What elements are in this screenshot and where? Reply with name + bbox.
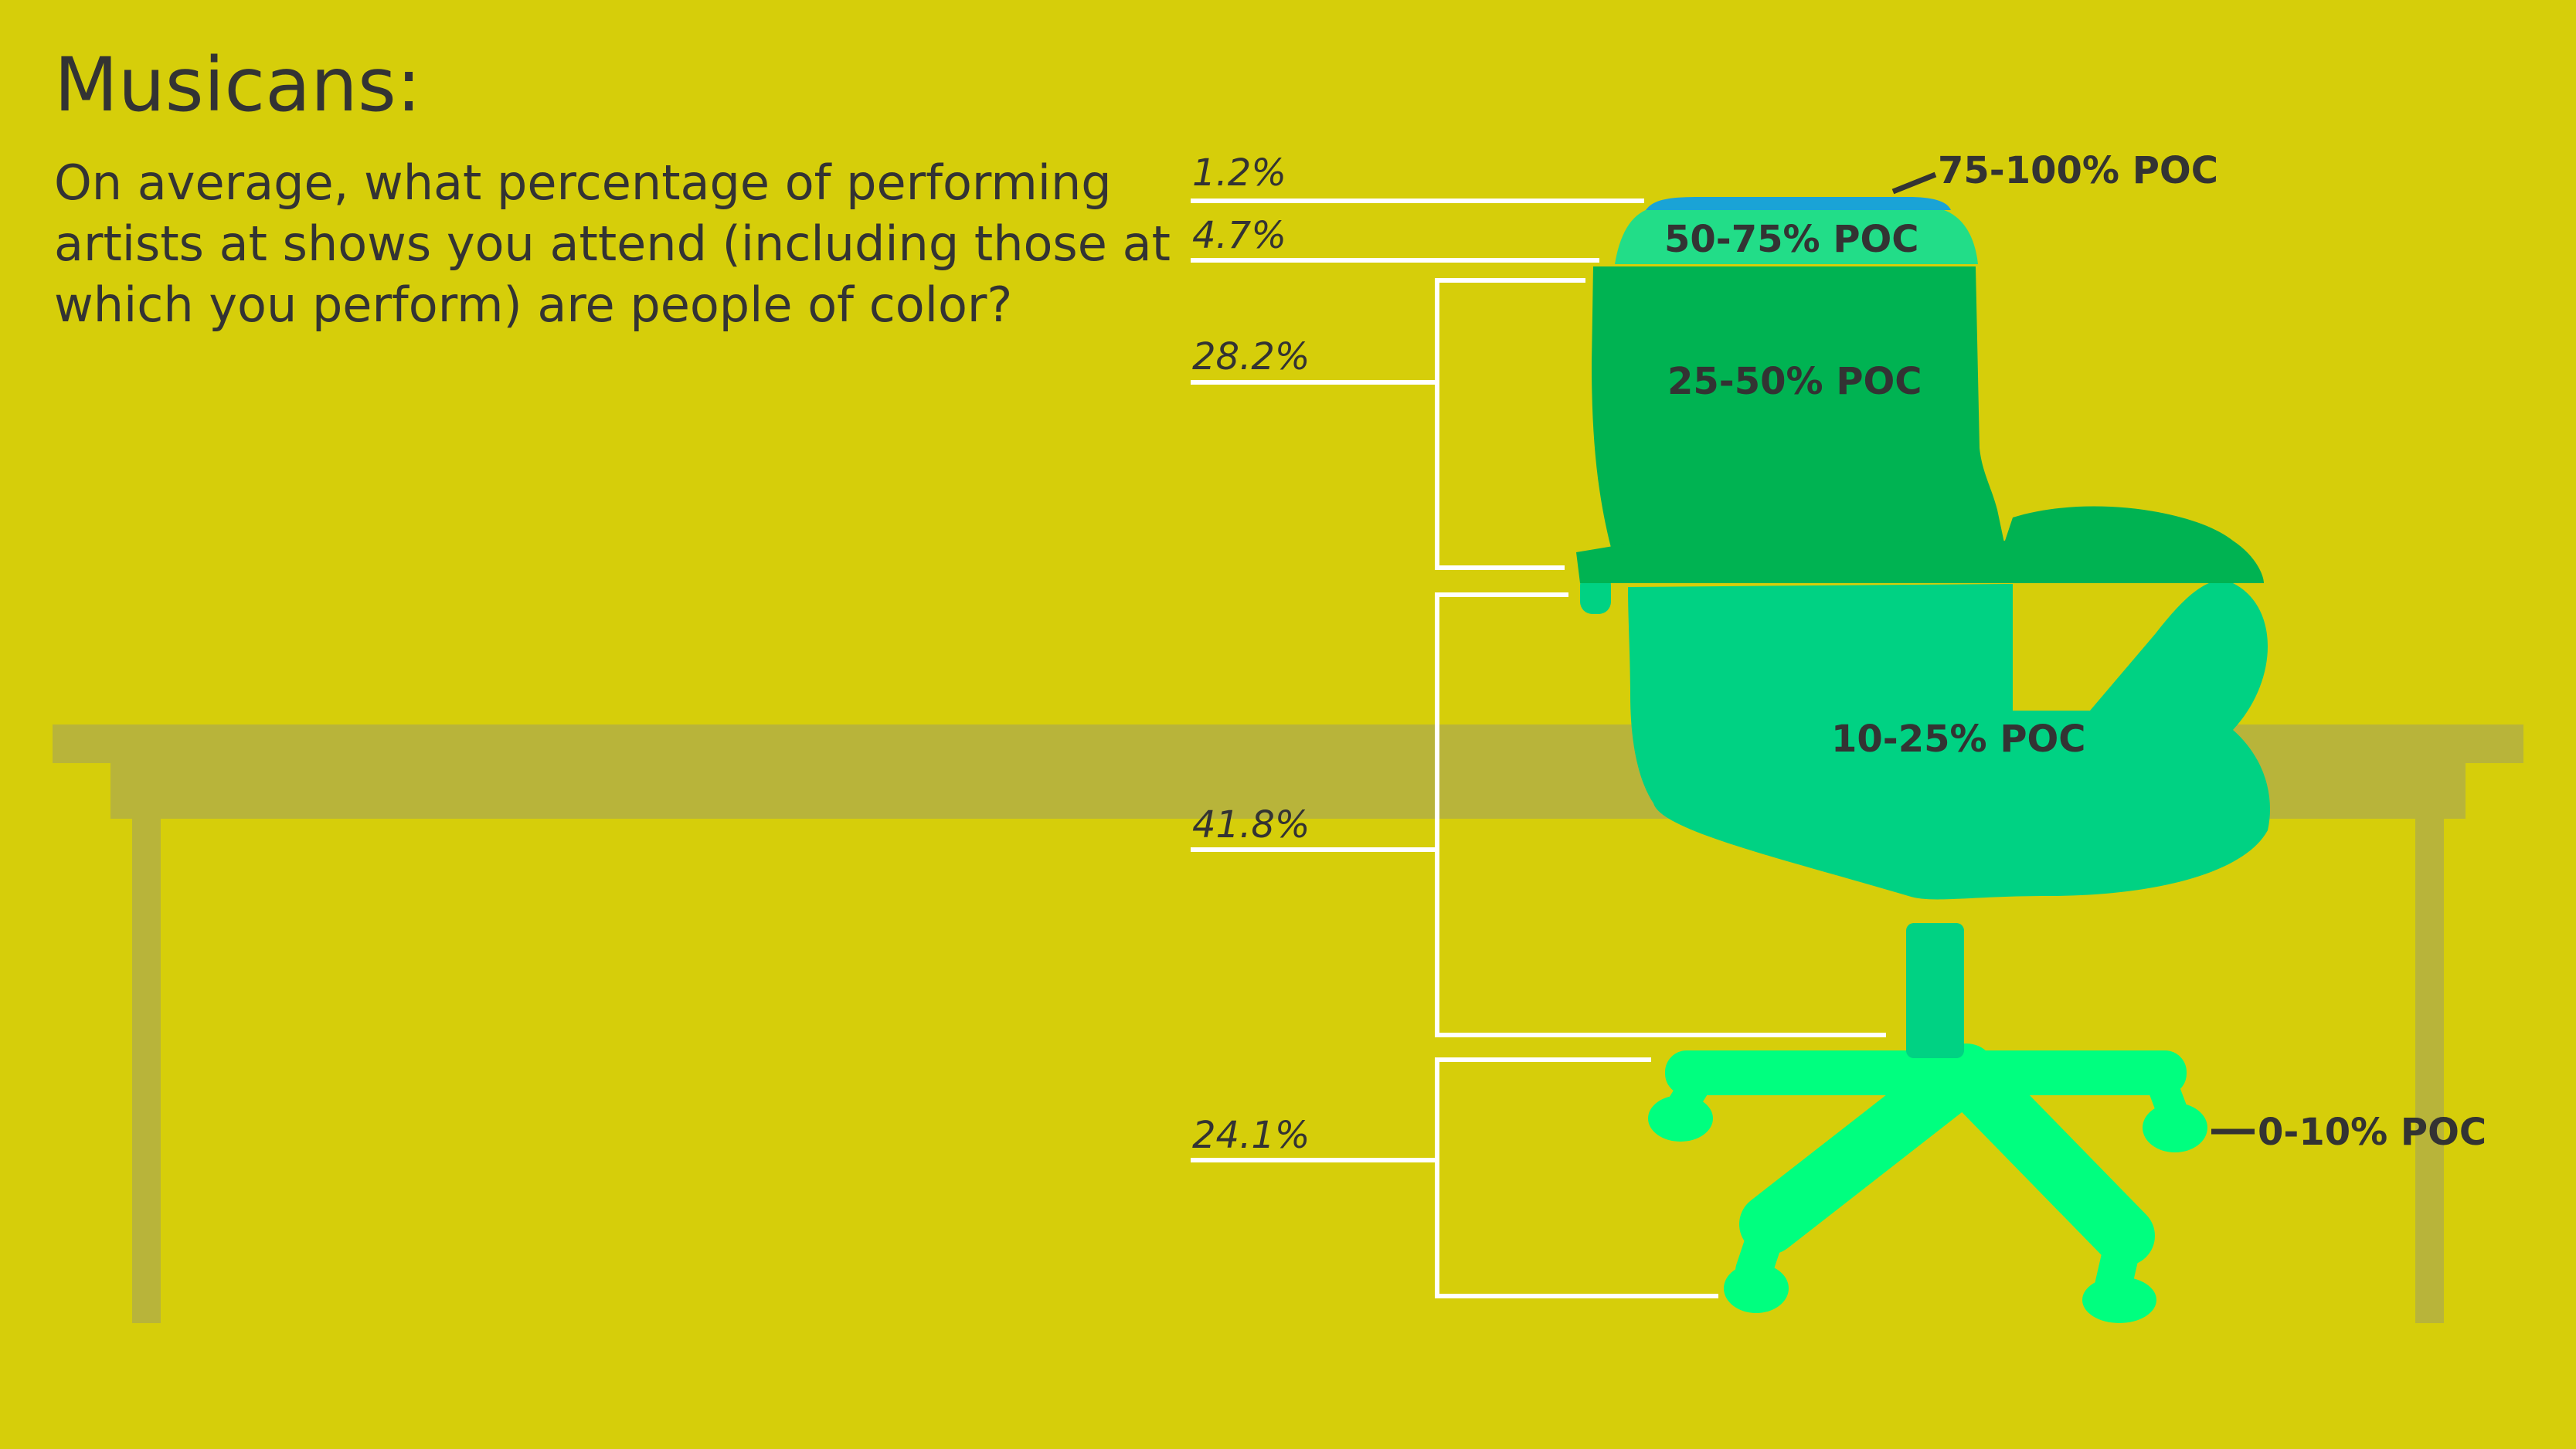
value-label-25-50: 28.2% [1192,335,1310,378]
table-leg-right [2415,819,2444,1323]
bracket-10-25 [1435,592,1886,1037]
question-line-3: which you perform) are people of color? [54,277,1012,333]
question-line-1: On average, what percentage of performin… [54,154,1112,211]
category-label-10-25: 10-25% POC [1831,718,2086,761]
brackets [1191,199,1886,1298]
value-label-0-10: 24.1% [1192,1114,1310,1157]
category-label-50-75: 50-75% POC [1664,218,1919,261]
value-label-75-100: 1.2% [1192,151,1286,195]
category-label-75-100: 75-100% POC [1938,149,2218,192]
page-title: Musicans: [54,42,421,128]
value-label-10-25: 41.8% [1192,803,1310,847]
category-label-25-50: 25-50% POC [1667,360,1922,403]
chair [1576,197,2270,1323]
question-line-2: artists at shows you attend (including t… [54,215,1171,272]
segment-50-75 [1615,209,1978,264]
segment-25-50 [1576,266,2264,583]
table-leg-left [132,819,161,1323]
bracket-0-10 [1435,1057,1718,1298]
value-label-50-75: 4.7% [1192,214,1286,257]
segment-10-25 [1580,573,2270,1058]
segment-75-100 [1646,197,1951,210]
segment-0-10 [1648,1043,2207,1323]
bracket-25-50 [1435,278,1585,570]
category-label-0-10: 0-10% POC [2258,1111,2486,1154]
leader-75-100 [1891,171,1937,195]
